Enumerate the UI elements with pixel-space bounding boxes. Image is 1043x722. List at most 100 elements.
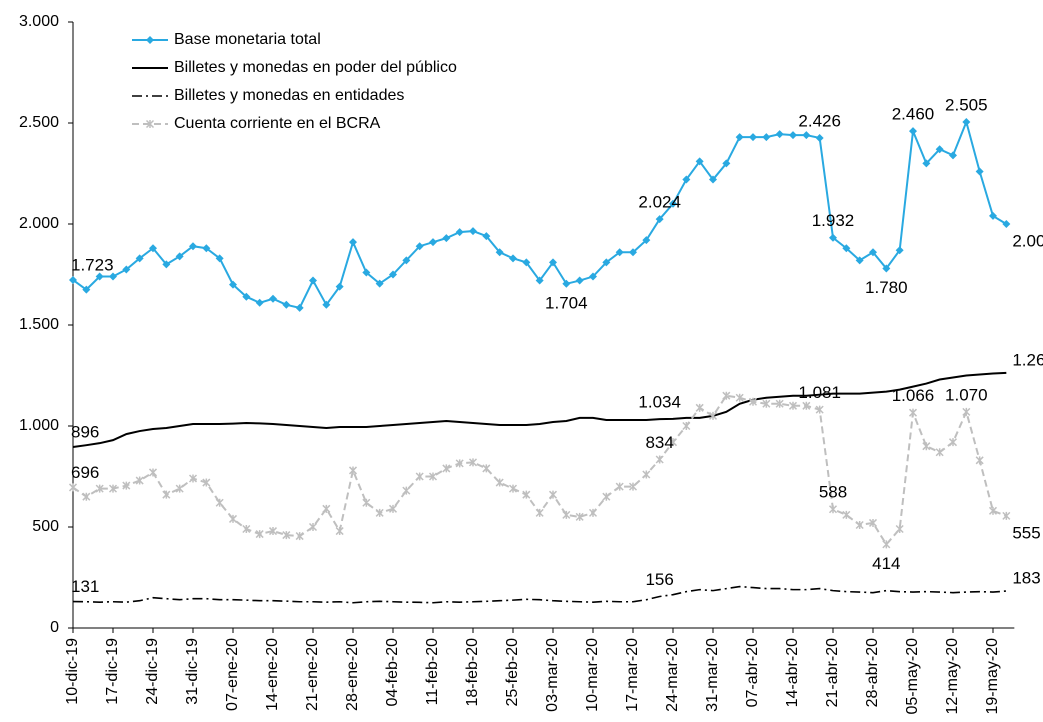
point bbox=[575, 276, 584, 285]
y-tick-label: 2.000 bbox=[19, 215, 59, 232]
point bbox=[615, 482, 624, 491]
y-tick-label: 1.000 bbox=[19, 417, 59, 434]
point bbox=[735, 133, 744, 142]
point bbox=[309, 276, 317, 285]
point bbox=[455, 228, 464, 237]
x-tick-label: 17-dic-19 bbox=[104, 638, 121, 705]
point bbox=[455, 459, 464, 468]
point bbox=[815, 405, 824, 414]
point bbox=[535, 508, 544, 517]
data-label: 2.024 bbox=[638, 193, 681, 212]
x-tick-label: 17-mar-20 bbox=[624, 638, 641, 712]
point bbox=[82, 492, 91, 501]
point bbox=[508, 484, 518, 493]
x-tick-label: 07-abr-20 bbox=[744, 638, 761, 707]
point bbox=[562, 510, 571, 519]
point bbox=[815, 133, 824, 142]
point bbox=[82, 285, 91, 294]
point bbox=[669, 199, 677, 208]
point bbox=[482, 464, 491, 473]
point bbox=[482, 232, 491, 241]
data-label: 555 bbox=[1012, 523, 1040, 542]
point bbox=[602, 258, 611, 267]
point bbox=[562, 279, 571, 288]
point bbox=[202, 244, 211, 253]
point bbox=[922, 442, 931, 451]
point bbox=[322, 300, 331, 309]
point bbox=[989, 211, 997, 220]
point bbox=[335, 527, 344, 536]
x-tick-label: 24-dic-19 bbox=[144, 638, 161, 705]
point bbox=[868, 518, 878, 527]
point bbox=[295, 532, 304, 541]
point bbox=[362, 498, 371, 507]
point bbox=[882, 540, 891, 549]
legend-label: Billetes y monedas en entidades bbox=[174, 87, 404, 104]
point bbox=[202, 478, 211, 487]
legend-label: Base monetaria total bbox=[174, 31, 321, 48]
point bbox=[69, 275, 77, 284]
x-tick-label: 14-abr-20 bbox=[784, 638, 801, 707]
point bbox=[468, 458, 478, 467]
point bbox=[708, 411, 718, 420]
point bbox=[588, 508, 598, 517]
point bbox=[375, 508, 384, 517]
x-tick-label: 10-mar-20 bbox=[584, 638, 601, 712]
point bbox=[228, 514, 238, 523]
point bbox=[149, 244, 157, 253]
point bbox=[308, 522, 318, 532]
point bbox=[389, 270, 397, 279]
point bbox=[855, 520, 864, 530]
point bbox=[909, 127, 917, 136]
data-label: 1.723 bbox=[71, 255, 114, 274]
point bbox=[122, 265, 131, 274]
point bbox=[255, 530, 264, 539]
point bbox=[762, 399, 771, 408]
point bbox=[655, 455, 664, 464]
point bbox=[602, 492, 611, 501]
x-tick-label: 03-mar-20 bbox=[544, 638, 561, 712]
point bbox=[215, 498, 224, 507]
point bbox=[162, 260, 171, 269]
point bbox=[829, 233, 837, 242]
y-tick-label: 1.500 bbox=[19, 316, 59, 333]
point bbox=[802, 131, 811, 140]
point bbox=[668, 438, 678, 447]
point bbox=[349, 238, 357, 247]
point bbox=[922, 159, 931, 168]
point bbox=[775, 399, 784, 408]
legend-marker bbox=[146, 36, 154, 44]
point bbox=[548, 490, 558, 499]
point bbox=[495, 478, 504, 487]
point bbox=[242, 292, 251, 301]
point bbox=[988, 506, 998, 515]
x-tick-label: 11-feb-20 bbox=[424, 638, 441, 705]
point bbox=[642, 470, 651, 479]
y-tick-label: 0 bbox=[50, 619, 59, 636]
point bbox=[735, 393, 744, 402]
point bbox=[429, 238, 437, 247]
point bbox=[682, 421, 691, 431]
point bbox=[775, 130, 784, 139]
point bbox=[788, 401, 798, 410]
x-tick-label: 05-may-20 bbox=[904, 638, 921, 715]
point bbox=[749, 133, 757, 142]
legend-marker bbox=[145, 119, 155, 129]
point bbox=[162, 490, 171, 499]
point bbox=[148, 468, 158, 477]
x-tick-label: 04-feb-20 bbox=[384, 638, 401, 707]
data-label: 834 bbox=[645, 433, 673, 452]
x-tick-label: 14-ene-20 bbox=[264, 638, 281, 711]
point bbox=[402, 256, 411, 265]
point bbox=[428, 472, 438, 481]
point bbox=[108, 484, 118, 493]
data-label: 2.000 bbox=[1012, 231, 1043, 250]
data-label: 131 bbox=[71, 577, 99, 596]
point bbox=[295, 303, 304, 312]
point bbox=[762, 133, 771, 142]
line bbox=[72, 394, 1007, 547]
point bbox=[789, 131, 797, 140]
point bbox=[682, 175, 691, 184]
point bbox=[975, 167, 984, 176]
